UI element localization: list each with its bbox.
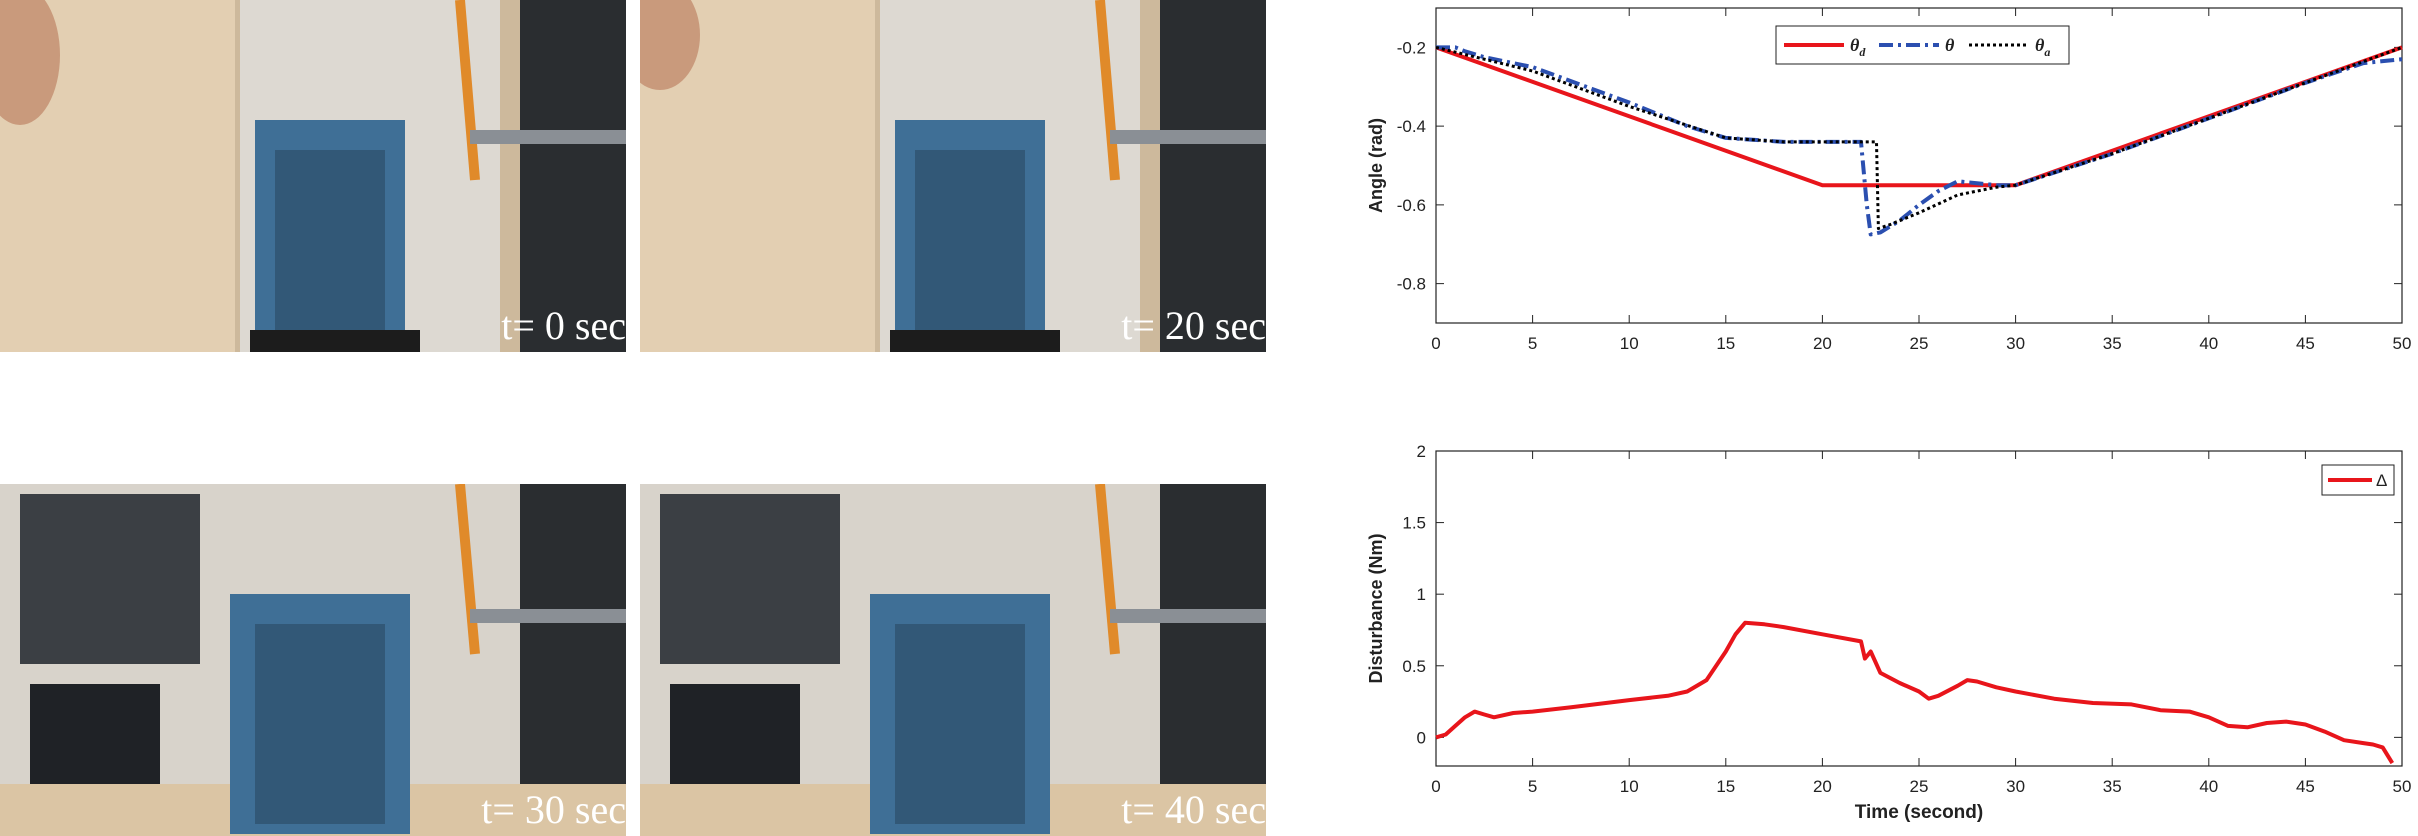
x-tick-label: 10 (1620, 334, 1639, 353)
legend-label: Δ (2376, 471, 2387, 490)
x-tick-label: 35 (2103, 777, 2122, 796)
x-tick-label: 0 (1431, 334, 1440, 353)
photo-caption: t= 20 sec (1121, 303, 1266, 348)
x-tick-label: 15 (1716, 334, 1735, 353)
robot-scene-image (640, 484, 1266, 836)
plot-frame (1435, 450, 2403, 767)
x-tick-label: 50 (2393, 334, 2412, 353)
x-tick-label: 30 (2006, 334, 2025, 353)
robot-scene-image (0, 484, 626, 836)
y-tick-label: -0.2 (1397, 38, 1426, 57)
y-axis-label: Angle (rad) (1366, 118, 1386, 213)
x-tick-label: 0 (1431, 777, 1440, 796)
y-tick-label: -0.4 (1397, 117, 1426, 136)
y-tick-label: 0 (1417, 728, 1426, 747)
legend-label: θa (2035, 35, 2050, 59)
x-tick-label: 15 (1716, 777, 1735, 796)
x-tick-label: 20 (1813, 334, 1832, 353)
series-line-theta-a (1435, 45, 2403, 230)
x-tick-label: 45 (2296, 334, 2315, 353)
y-tick-label: -0.8 (1397, 275, 1426, 294)
legend-label: θd (1850, 35, 1866, 59)
x-tick-label: 25 (1910, 334, 1929, 353)
legend-label: θ (1945, 35, 1955, 55)
x-tick-label: 45 (2296, 777, 2315, 796)
robot-scene-image (640, 0, 1266, 352)
photo-caption: t= 0 sec (501, 303, 626, 348)
x-tick-label: 50 (2393, 777, 2412, 796)
y-tick-label: 2 (1417, 442, 1426, 461)
photo-t30: t= 30 sec (0, 484, 626, 836)
photo-t0: t= 0 sec (0, 0, 626, 352)
x-tick-label: 10 (1620, 777, 1639, 796)
x-axis-label: Time (second) (1855, 802, 1983, 823)
y-tick-label: 1 (1417, 585, 1426, 604)
y-tick-label: 1.5 (1402, 514, 1426, 533)
photo-t40: t= 40 sec (640, 484, 1266, 836)
photo-t20: t= 20 sec (640, 0, 1266, 352)
robot-scene-image (0, 0, 626, 352)
y-tick-label: -0.6 (1397, 196, 1426, 215)
x-tick-label: 30 (2006, 777, 2025, 796)
x-tick-label: 25 (1910, 777, 1929, 796)
series-line-theta (1436, 45, 2403, 237)
series-line-delta (1435, 620, 2395, 765)
charts-canvas: 0 5 10 15 20 25 30 35 40 45 50-0.2-0.4-0.6-0.8Angl… (1366, 7, 2412, 823)
x-tick-label: 40 (2199, 777, 2218, 796)
x-tick-label: 40 (2199, 334, 2218, 353)
photo-caption: t= 40 sec (1121, 787, 1266, 832)
x-tick-label: 20 (1813, 777, 1832, 796)
photo-caption: t= 30 sec (481, 787, 626, 832)
y-tick-label: 0.5 (1402, 657, 1426, 676)
y-axis-label: Disturbance (Nm) (1366, 533, 1386, 683)
x-tick-label: 35 (2103, 334, 2122, 353)
x-tick-label: 5 (1528, 777, 1537, 796)
x-tick-label: 5 (1528, 334, 1537, 353)
